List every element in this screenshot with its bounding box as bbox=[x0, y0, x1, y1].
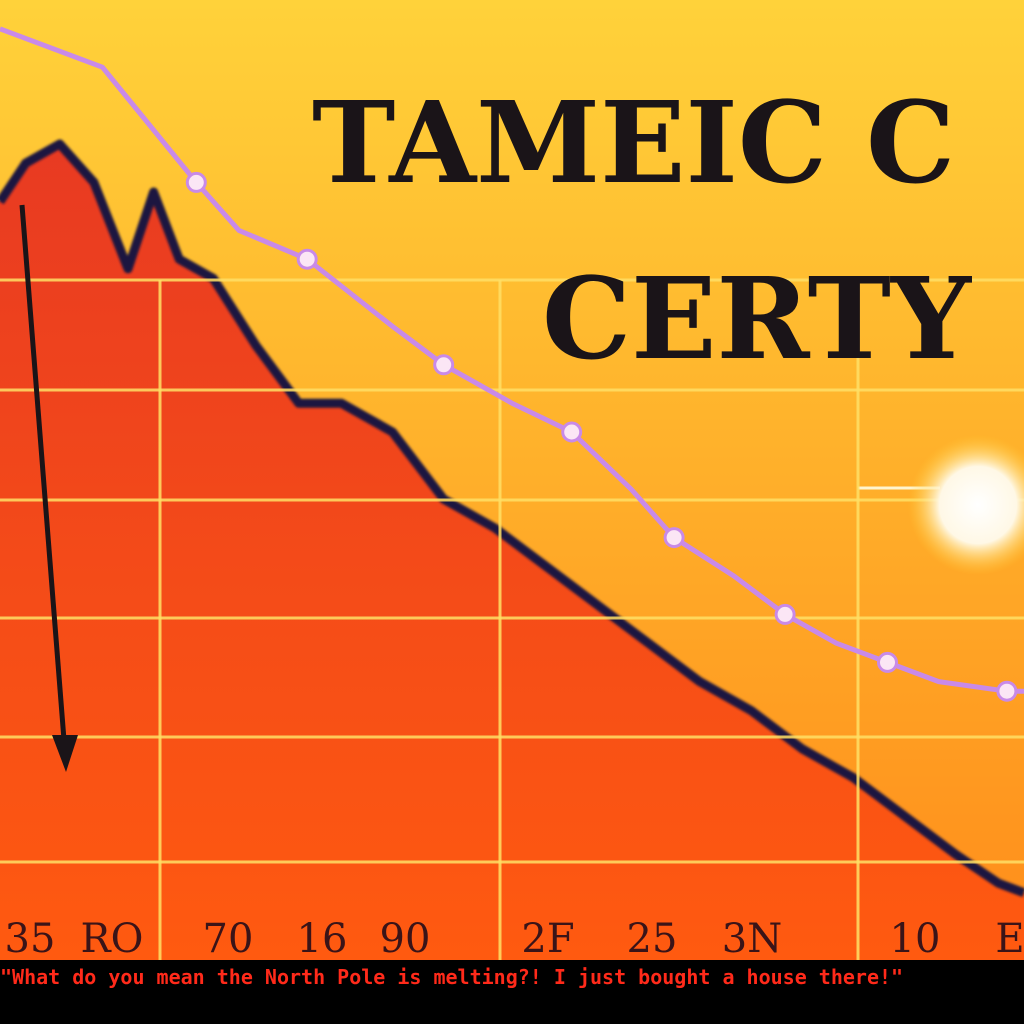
x-tick-label: 10 bbox=[890, 916, 941, 960]
data-point bbox=[774, 603, 796, 625]
x-tick-label: 2F bbox=[521, 916, 574, 960]
x-tick-label: 25 bbox=[627, 916, 678, 960]
caption-text: "What do you mean the North Pole is melt… bbox=[0, 960, 1024, 1024]
sun-icon bbox=[908, 435, 1024, 575]
x-tick-label: RO bbox=[81, 916, 144, 960]
data-point bbox=[433, 354, 455, 376]
chart-title-line-1: TAMEIC C bbox=[312, 78, 955, 209]
x-tick-label: E bbox=[995, 916, 1024, 960]
data-point bbox=[663, 527, 685, 549]
x-tick-label: 16 bbox=[297, 916, 348, 960]
data-point bbox=[561, 421, 583, 443]
x-tick-label: 90 bbox=[380, 916, 431, 960]
x-axis-tick-labels: 35 RO 70 16 90 2F 25 3N 10 E bbox=[5, 916, 1024, 960]
data-point bbox=[185, 171, 207, 193]
data-point bbox=[996, 680, 1018, 702]
data-point bbox=[877, 651, 898, 673]
chart-image: TAMEIC C CERTY 35 RO 70 16 90 2F 25 3N 10 E bbox=[0, 0, 1024, 960]
area-series bbox=[0, 139, 1024, 960]
data-point bbox=[296, 248, 318, 270]
chart-title-line-2: CERTY bbox=[542, 254, 972, 385]
grid-overlay bbox=[0, 278, 1024, 960]
line-series bbox=[0, 26, 1024, 702]
chart-canvas: TAMEIC C CERTY 35 RO 70 16 90 2F 25 3N 10 E bbox=[0, 0, 1024, 960]
x-tick-label: 35 bbox=[5, 916, 56, 960]
down-arrow-icon bbox=[19, 204, 78, 772]
x-tick-label: 3N bbox=[722, 916, 782, 960]
x-tick-label: 70 bbox=[203, 916, 254, 960]
